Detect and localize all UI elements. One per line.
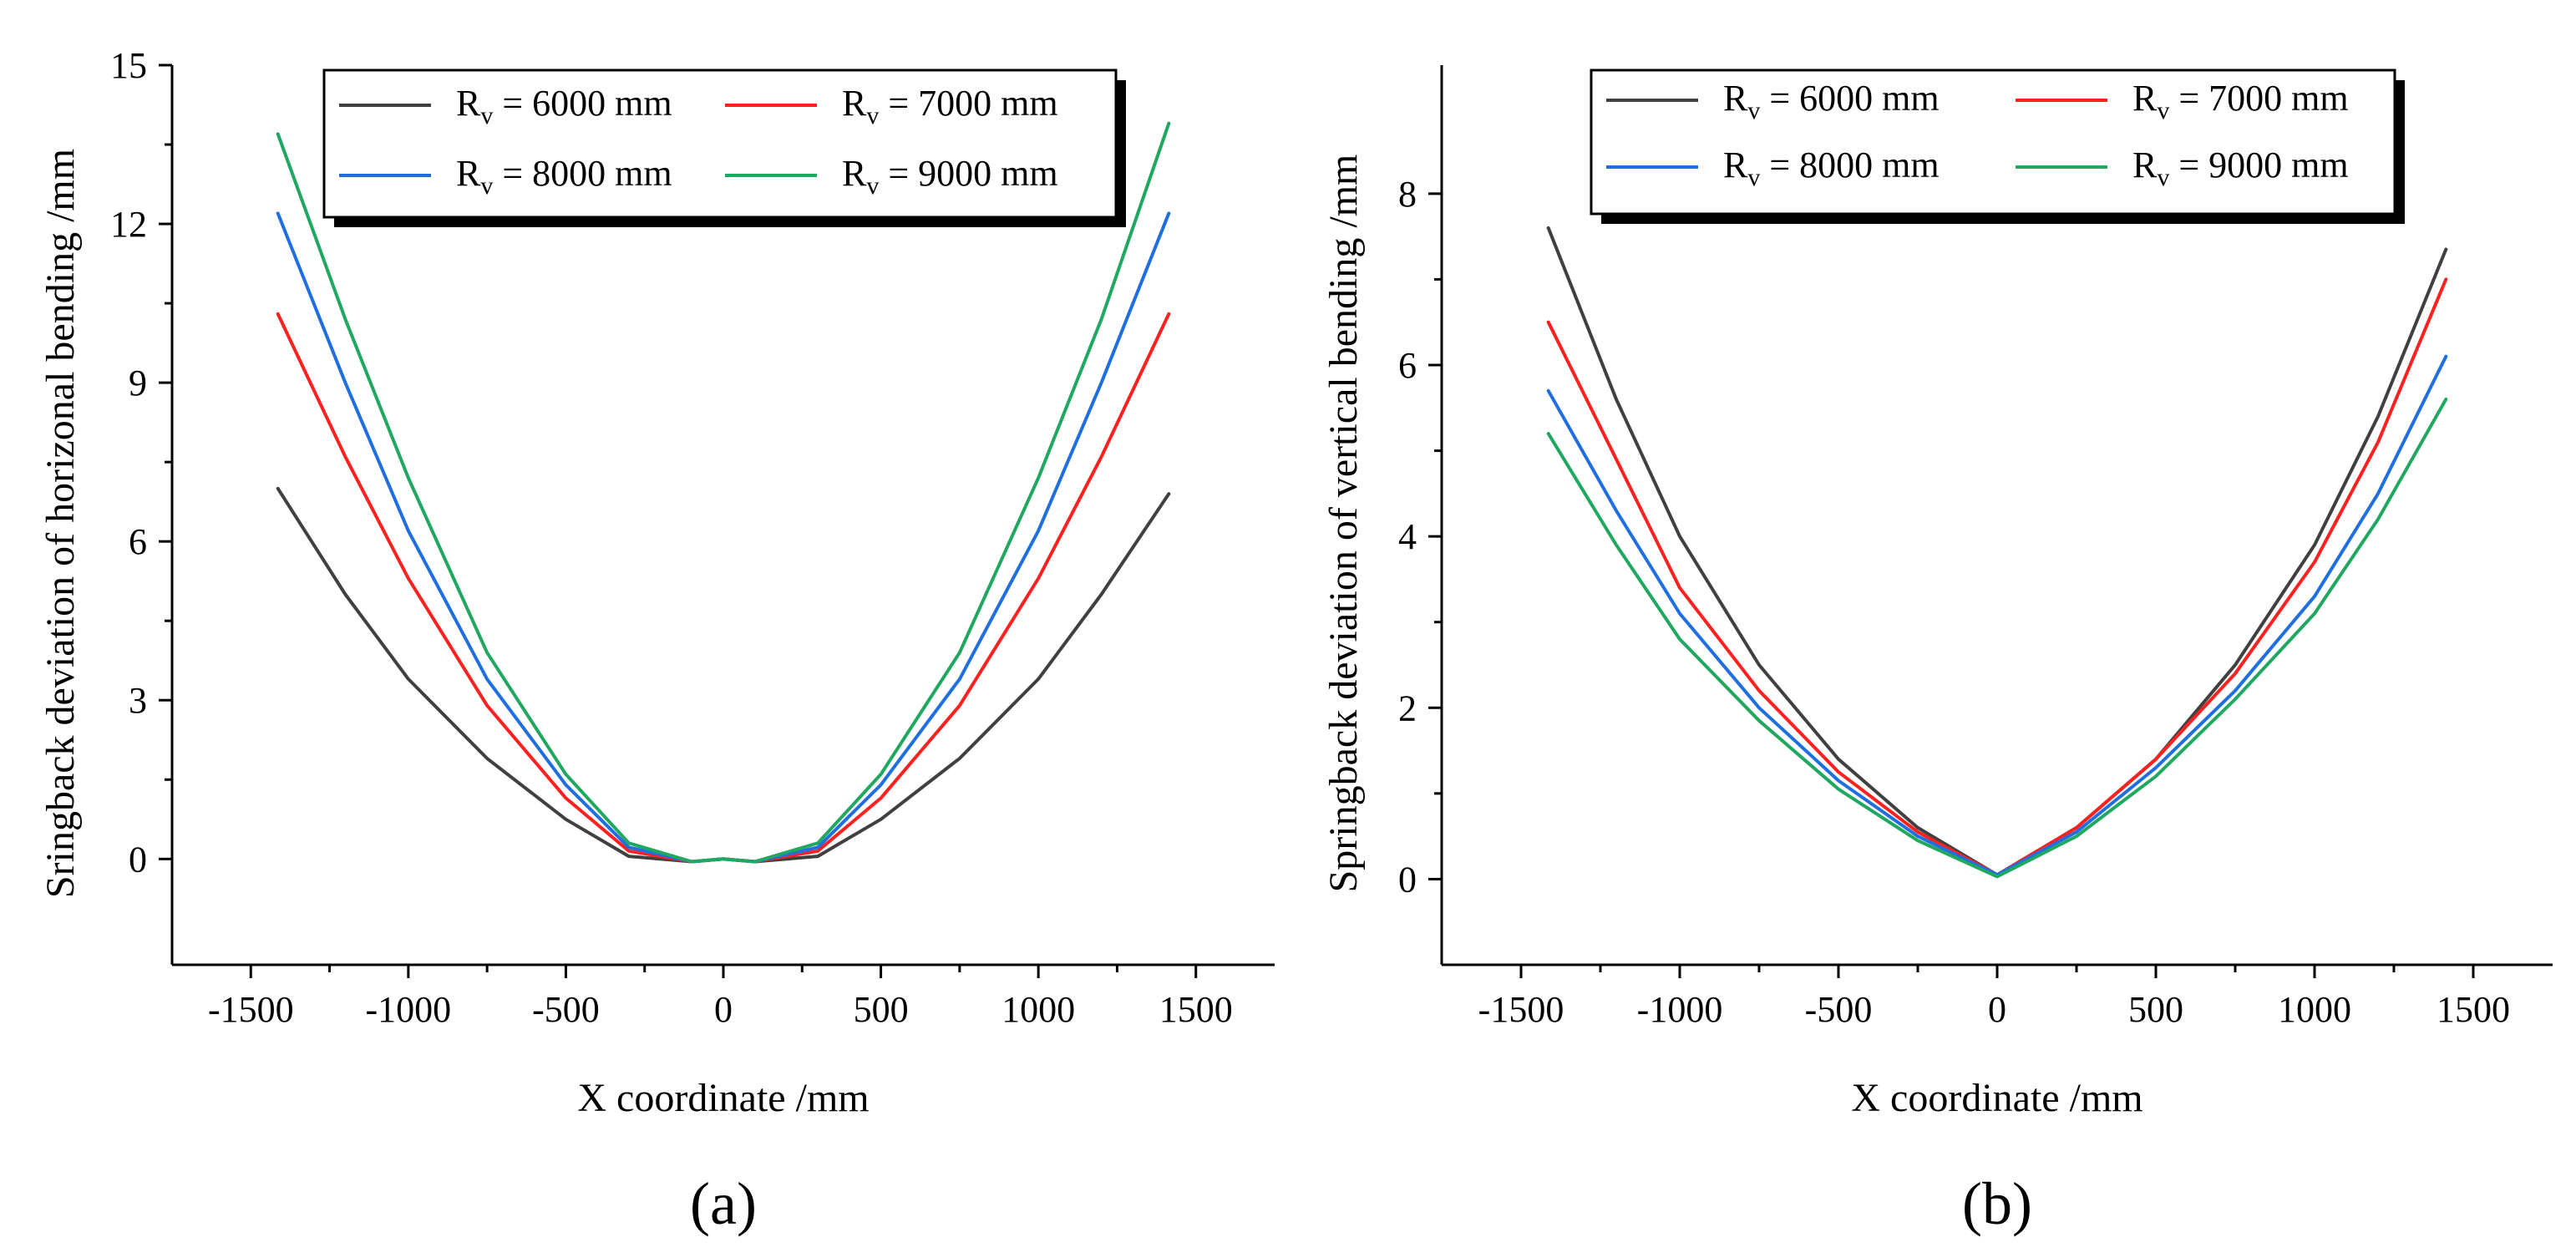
- x-tick-label: -1000: [366, 989, 452, 1030]
- x-tick-label: 500: [2128, 989, 2183, 1030]
- x-tick-label: 1000: [1001, 989, 1075, 1030]
- legend: Rv = 6000 mm Rv = 7000 mm Rv = 8000 mm Rv =…: [322, 68, 1126, 227]
- y-axis-title: Sringback deviation of horizonal bending…: [38, 149, 83, 898]
- series-line-9000: [1546, 398, 2448, 879]
- x-tick-label: -500: [1805, 989, 1873, 1030]
- legend: Rv = 6000 mm Rv = 7000 mm Rv = 8000 mm Rv =…: [1590, 68, 2405, 224]
- x-tick-label: -1500: [1478, 989, 1564, 1030]
- panel-label: (b): [1962, 1170, 2032, 1237]
- legend-box: [322, 68, 1118, 219]
- x-tick-label: 0: [1988, 989, 2006, 1030]
- x-tick-label: 500: [854, 989, 909, 1030]
- chart-panel-a: -1500 -1000 -500 0 500 1000 1500 0 3 6 9 12 15 X coor…: [38, 45, 1275, 1237]
- y-tick-label: 15: [110, 45, 147, 86]
- series-line-6000: [276, 486, 1171, 864]
- series-line-6000: [1546, 226, 2448, 877]
- legend-label-7000: Rv = 7000 mm: [842, 83, 1058, 129]
- y-tick-label: 9: [129, 363, 147, 403]
- legend-box: [1590, 68, 2396, 216]
- series-line-7000: [276, 312, 1171, 864]
- series-line-7000: [1546, 277, 2448, 877]
- legend-label-7000: Rv = 7000 mm: [2132, 78, 2349, 124]
- y-tick-label: 0: [1398, 859, 1417, 900]
- legend-label-9000: Rv = 9000 mm: [842, 153, 1058, 200]
- y-tick-label: 12: [110, 204, 147, 245]
- chart-panel-b: -1500 -1000 -500 0 500 1000 1500 0 2 4 6 8 X coordin…: [1321, 65, 2553, 1237]
- legend-label-9000: Rv = 9000 mm: [2132, 145, 2349, 191]
- x-axis-title: X coordinate /mm: [577, 1076, 869, 1120]
- x-tick-label: 1500: [1159, 989, 1233, 1030]
- y-tick-label: 3: [129, 680, 147, 721]
- x-tick-label: 1500: [2437, 989, 2510, 1030]
- y-tick-label: 8: [1398, 174, 1417, 215]
- legend-label-6000: Rv = 6000 mm: [1723, 78, 1940, 124]
- series-line-9000: [276, 121, 1171, 864]
- y-axis-title: Springback deviation of vertical bending…: [1321, 155, 1366, 893]
- legend-label-8000: Rv = 8000 mm: [456, 153, 672, 200]
- x-axis-title: X coordinate /mm: [1851, 1076, 2142, 1120]
- x-tick-label: -1500: [208, 989, 294, 1030]
- x-tick-label: 1000: [2278, 989, 2351, 1030]
- y-tick-label: 2: [1398, 687, 1417, 728]
- x-tick-label: -500: [532, 989, 600, 1030]
- x-tick-label: 0: [714, 989, 733, 1030]
- legend-label-6000: Rv = 6000 mm: [456, 83, 672, 129]
- legend-label-8000: Rv = 8000 mm: [1723, 145, 1940, 191]
- series-line-8000: [276, 211, 1171, 864]
- y-tick-label: 6: [1398, 345, 1417, 386]
- y-tick-label: 4: [1398, 516, 1417, 557]
- y-tick-label: 6: [129, 521, 147, 562]
- y-tick-label: 0: [129, 839, 147, 880]
- panel-label: (a): [690, 1170, 757, 1237]
- x-tick-label: -1000: [1637, 989, 1723, 1030]
